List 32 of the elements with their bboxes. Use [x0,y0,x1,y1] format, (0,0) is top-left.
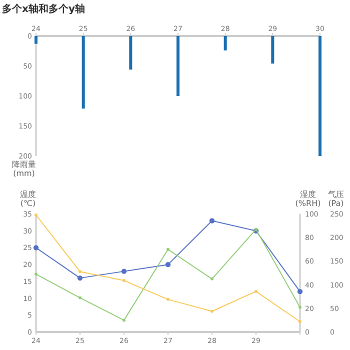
point [298,306,302,309]
point [166,298,170,301]
point [78,270,82,274]
chart-title: 多个x轴和多个y轴 [2,3,85,15]
point [33,245,39,250]
bar [176,36,180,96]
point [210,277,214,280]
point [298,320,302,324]
point [122,279,126,282]
point [254,290,258,293]
point [34,213,38,216]
point [78,296,82,300]
y2-axis-title: 湿度 (%RH) [295,190,321,208]
point [254,228,258,231]
point [209,218,215,224]
bar [34,36,38,44]
point [34,272,38,276]
bar [224,36,227,50]
point [166,248,170,251]
bar [318,36,322,156]
bar [82,36,85,109]
point [210,310,214,313]
y-axis-title: 温度 (℃) [20,190,36,208]
point [121,268,127,274]
y-axis-title: 降雨量 (mm) [12,160,36,178]
point [122,318,126,322]
y3-axis-title: 气压 (Pa) [328,190,344,208]
point [77,275,83,281]
point [165,262,171,268]
bar [129,36,132,70]
point [297,288,303,294]
bar [271,36,274,64]
